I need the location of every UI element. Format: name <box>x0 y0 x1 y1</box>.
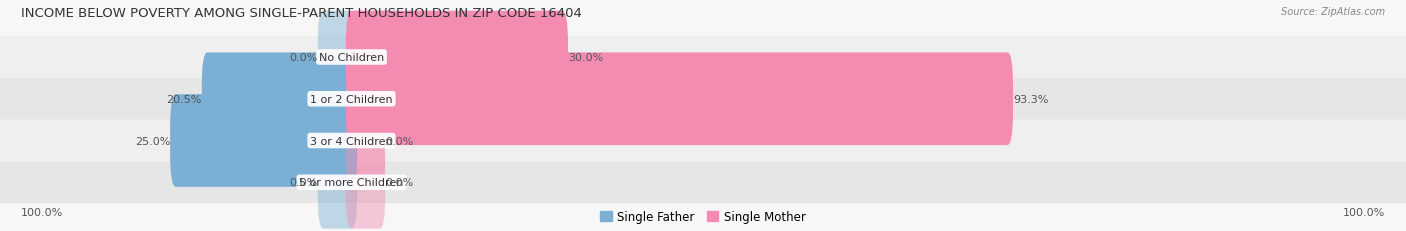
Text: 0.0%: 0.0% <box>385 177 413 188</box>
FancyBboxPatch shape <box>318 12 357 104</box>
Text: 100.0%: 100.0% <box>1343 207 1385 218</box>
Text: No Children: No Children <box>319 53 384 63</box>
FancyBboxPatch shape <box>0 37 1406 79</box>
Text: 3 or 4 Children: 3 or 4 Children <box>311 136 392 146</box>
Text: Source: ZipAtlas.com: Source: ZipAtlas.com <box>1281 7 1385 17</box>
FancyBboxPatch shape <box>346 53 1012 146</box>
FancyBboxPatch shape <box>346 12 568 104</box>
Text: 5 or more Children: 5 or more Children <box>299 177 404 188</box>
Text: 100.0%: 100.0% <box>21 207 63 218</box>
Text: 0.0%: 0.0% <box>290 53 318 63</box>
FancyBboxPatch shape <box>0 79 1406 120</box>
Text: 25.0%: 25.0% <box>135 136 170 146</box>
FancyBboxPatch shape <box>170 95 357 187</box>
Text: 93.3%: 93.3% <box>1014 94 1049 104</box>
Text: 0.0%: 0.0% <box>290 177 318 188</box>
FancyBboxPatch shape <box>318 136 357 229</box>
Legend: Single Father, Single Mother: Single Father, Single Mother <box>600 210 806 223</box>
Text: 1 or 2 Children: 1 or 2 Children <box>311 94 392 104</box>
FancyBboxPatch shape <box>202 53 357 146</box>
FancyBboxPatch shape <box>0 120 1406 162</box>
FancyBboxPatch shape <box>346 136 385 229</box>
Text: 20.5%: 20.5% <box>166 94 202 104</box>
Text: INCOME BELOW POVERTY AMONG SINGLE-PARENT HOUSEHOLDS IN ZIP CODE 16404: INCOME BELOW POVERTY AMONG SINGLE-PARENT… <box>21 7 582 20</box>
FancyBboxPatch shape <box>0 162 1406 203</box>
Text: 0.0%: 0.0% <box>385 136 413 146</box>
FancyBboxPatch shape <box>346 95 385 187</box>
Text: 30.0%: 30.0% <box>568 53 603 63</box>
